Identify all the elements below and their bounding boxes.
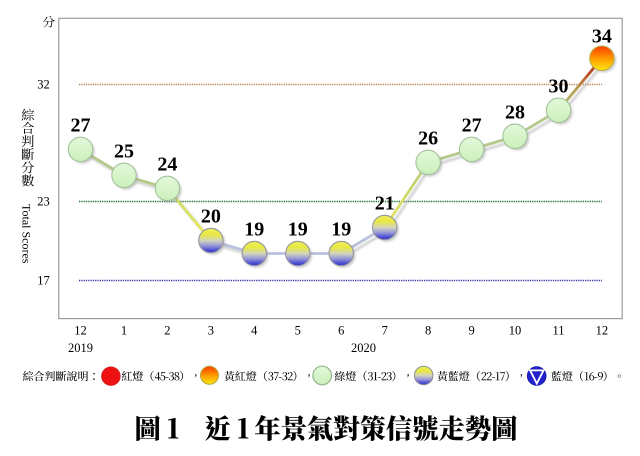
svg-text:24: 24 [157,154,177,176]
svg-text:11: 11 [552,324,564,338]
svg-text:26: 26 [418,128,438,150]
svg-text:6: 6 [338,324,344,338]
svg-text:27: 27 [462,115,482,137]
svg-text:19: 19 [288,219,308,241]
svg-text:21: 21 [375,193,395,215]
svg-text:12: 12 [596,324,609,338]
svg-text:5: 5 [295,324,301,338]
svg-text:20: 20 [201,206,221,228]
svg-text:25: 25 [114,141,134,163]
svg-text:34: 34 [592,25,612,47]
svg-text:4: 4 [251,324,258,338]
svg-text:2020: 2020 [351,341,376,355]
svg-text:9: 9 [468,324,474,338]
svg-text:19: 19 [244,219,264,241]
svg-text:32: 32 [37,78,50,92]
svg-text:28: 28 [505,102,525,124]
svg-text:23: 23 [37,195,50,209]
svg-text:8: 8 [425,324,431,338]
svg-text:19: 19 [331,219,351,241]
svg-text:Total Scores: Total Scores [19,204,33,264]
svg-text:27: 27 [71,115,91,137]
svg-text:1: 1 [121,324,127,338]
svg-text:2: 2 [164,324,170,338]
svg-text:7: 7 [382,324,388,338]
svg-text:17: 17 [37,274,50,288]
svg-text:12: 12 [74,324,87,338]
svg-text:30: 30 [549,76,569,98]
svg-text:3: 3 [208,324,214,338]
svg-text:2019: 2019 [68,341,93,355]
svg-text:10: 10 [509,324,522,338]
